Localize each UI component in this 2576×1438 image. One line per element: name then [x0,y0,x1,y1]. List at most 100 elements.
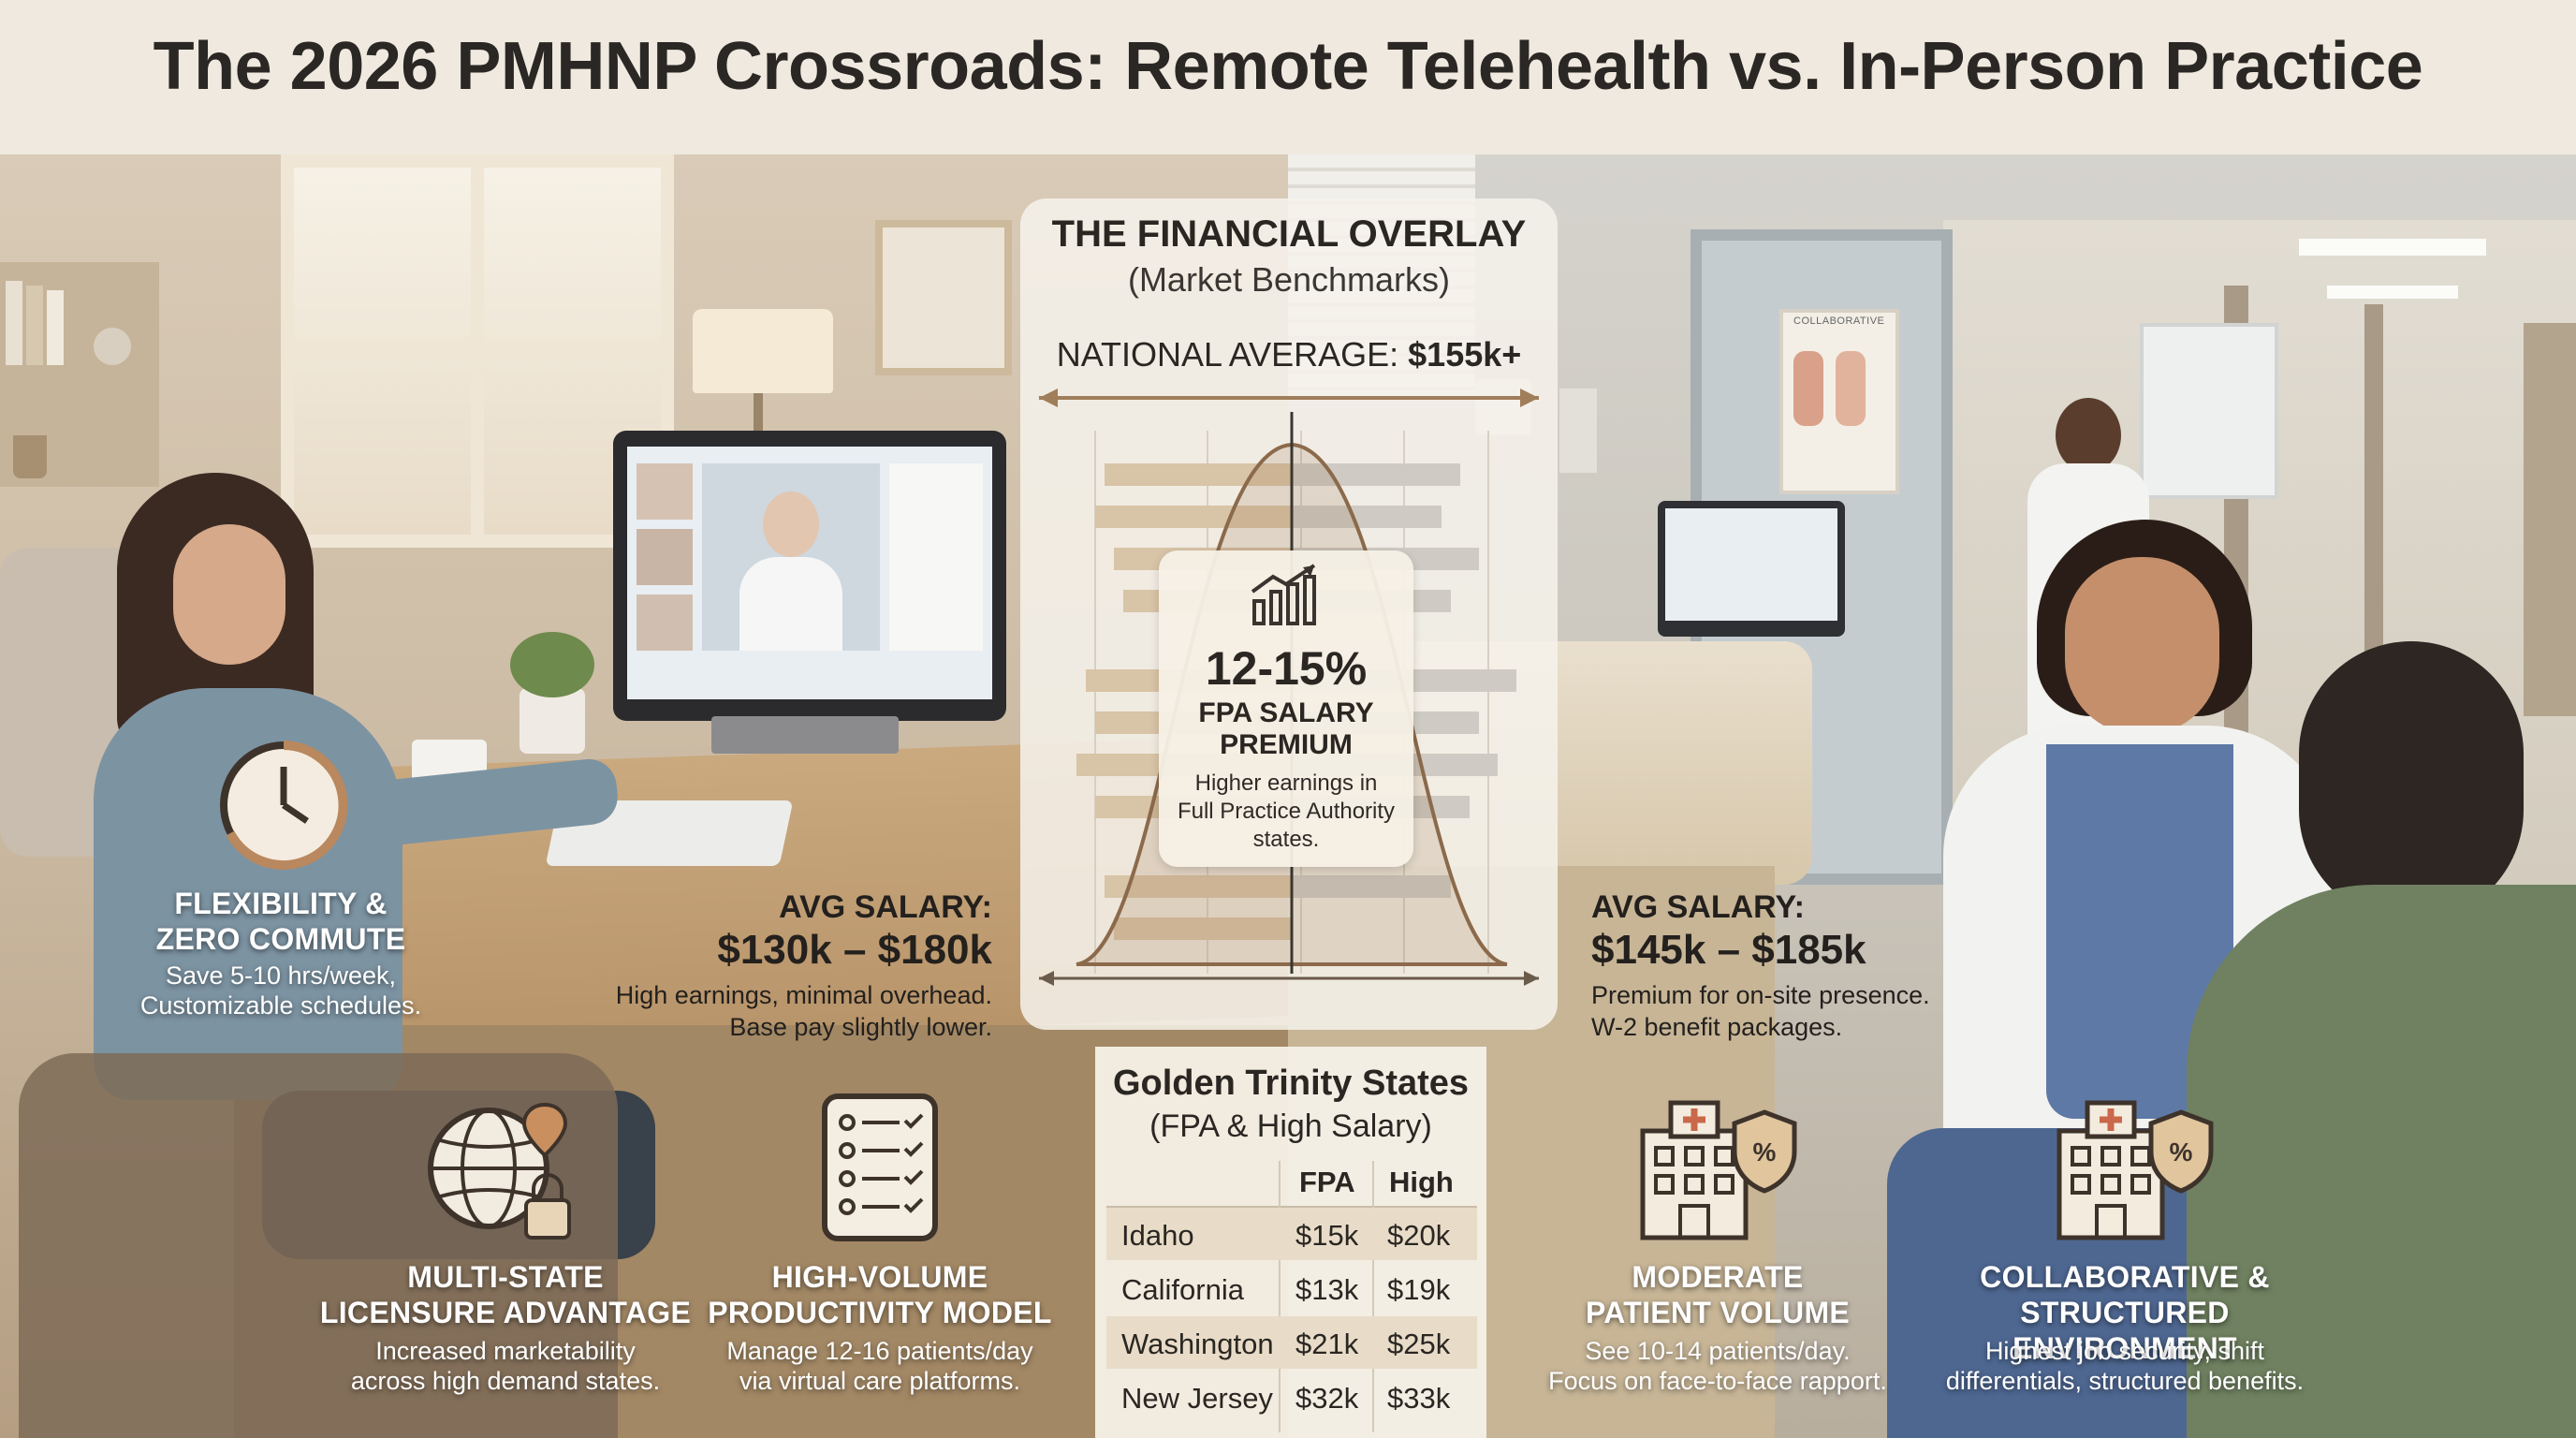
arrow-left-icon [1039,389,1058,407]
remote-salary-description: High earnings, minimal overhead. Base pa… [543,979,992,1043]
growth-chart-icon [1251,564,1316,625]
productivity-title-line2: PRODUCTIVITY MODEL [708,1296,1052,1329]
column-header-high: High [1389,1166,1454,1198]
productivity-desc-line1: Manage 12-16 patients/day [726,1337,1033,1365]
licensure-desc-line2: across high demand states. [350,1367,661,1395]
monitor-stand [711,716,899,754]
lamp-shade [693,309,833,393]
state-name: California [1121,1273,1244,1306]
column-header-fpa: FPA [1299,1166,1355,1198]
patient-volume-desc-line2: Focus on face-to-face rapport. [1548,1367,1887,1395]
fpa-premium-label-line2: PREMIUM [1220,729,1353,760]
svg-text:%: % [1753,1137,1777,1167]
patient-volume-desc-line1: See 10-14 patients/day. [1585,1337,1851,1365]
arrow-right-icon [1524,971,1539,986]
title-bar [0,0,2576,154]
licensure-title-line2: LICENSURE ADVANTAGE [319,1296,692,1329]
table-row: Washington $21k $25k [1106,1316,1477,1369]
productivity-title-line1: HIGH-VOLUME [771,1260,988,1294]
patient-volume-title-line1: MODERATE [1632,1260,1804,1294]
window-frame [281,342,674,355]
flexibility-title-line2: ZERO COMMUTE [155,922,406,956]
patient-volume-description: See 10-14 patients/day. Focus on face-to… [1526,1336,1910,1396]
plant [510,632,594,697]
table-row: California $13k $19k [1106,1262,1477,1314]
page-title: The 2026 PMHNP Crossroads: Remote Telehe… [153,29,2423,104]
state-name: Idaho [1121,1219,1194,1252]
medical-chart-poster [2140,323,2278,499]
table-row: New Jersey $32k $33k [1106,1371,1477,1423]
state-name: New Jersey [1121,1382,1273,1415]
remote-salary-desc-line1: High earnings, minimal overhead. [615,981,992,1009]
productivity-title: HIGH-VOLUME PRODUCTIVITY MODEL [702,1259,1058,1330]
nurse-head [2056,398,2121,473]
collaborative-desc-line1: Highest job security, shift [1984,1337,2265,1365]
collaborative-title-line1: COLLABORATIVE & [1980,1260,2270,1294]
financial-overlay-title: THE FINANCIAL OVERLAY [1051,213,1527,255]
state-high-value: $20k [1387,1219,1451,1252]
licensure-description: Increased marketability across high dema… [318,1336,693,1396]
golden-trinity-title: Golden Trinity States [1112,1064,1470,1103]
table-divider [1106,1206,1477,1208]
flexibility-title: FLEXIBILITY & ZERO COMMUTE [131,886,431,957]
collaborative-title: COLLABORATIVE & STRUCTURED ENVIRONMENT [1910,1259,2340,1366]
licensure-title-line1: MULTI-STATE [407,1260,604,1294]
patient-volume-title: MODERATE PATIENT VOLUME [1535,1259,1900,1330]
national-average-label: NATIONAL AVERAGE: [1056,335,1399,374]
patient-shirt [2187,885,2576,1438]
state-fpa-value: $15k [1295,1219,1359,1252]
fpa-premium-value: 12-15% [1205,642,1368,695]
wall-picture [875,220,1012,375]
in-person-salary-description: Premium for on-site presence. W-2 benefi… [1591,979,2041,1043]
fpa-premium-label: FPA SALARY PREMIUM [1159,697,1413,761]
flexibility-title-line1: FLEXIBILITY & [174,887,388,920]
in-person-salary-desc-line2: W-2 benefit packages. [1591,1013,1843,1041]
remote-salary-desc-line2: Base pay slightly lower. [729,1013,992,1041]
arrow-right-icon [1520,389,1539,407]
licensure-title: MULTI-STATE LICENSURE ADVANTAGE [318,1259,693,1330]
collaborative-desc-line2: differentials, structured benefits. [1945,1367,2305,1395]
clock-icon [220,741,348,870]
collaborative-description: Highest job security, shift differential… [1910,1336,2340,1396]
flexibility-description: Save 5-10 hrs/week, Customizable schedul… [122,961,440,1020]
state-high-value: $25k [1387,1328,1451,1360]
national-average-value: $155k+ [1408,335,1522,374]
table-row: Idaho $15k $20k [1106,1208,1477,1260]
arrow-left-icon [1039,971,1054,986]
state-name: Washington [1121,1328,1274,1360]
globe-lock-icon [428,1102,571,1240]
plant-pot [520,688,585,754]
collaborative-title-line2: STRUCTURED ENVIRONMENT [2012,1296,2237,1365]
productivity-desc-line2: via virtual care platforms. [739,1367,1021,1395]
in-person-salary-range: $145k – $185k [1591,927,1866,973]
fpa-premium-description: Higher earnings in Full Practice Authori… [1159,770,1413,854]
hospital-shield-icon: % [1640,1100,1797,1240]
anatomy-poster-label: COLLABORATIVE [1793,315,1885,327]
in-person-salary-label: AVG SALARY: [1591,889,1805,925]
state-fpa-value: $13k [1295,1273,1359,1306]
fpa-premium-desc-line3: states. [1252,827,1320,852]
patient-volume-title-line2: PATIENT VOLUME [1585,1296,1851,1329]
table-column-divider [1279,1161,1281,1432]
state-high-value: $33k [1387,1382,1451,1415]
flexibility-desc-line1: Save 5-10 hrs/week, [165,961,397,990]
table-column-divider [1372,1161,1374,1432]
fpa-premium-desc-line2: Full Practice Authority [1177,799,1396,824]
state-fpa-value: $32k [1295,1382,1359,1415]
patient-head [2299,641,2524,922]
state-high-value: $19k [1387,1273,1451,1306]
national-average: NATIONAL AVERAGE: $155k+ [1020,335,1558,374]
state-fpa-value: $21k [1295,1328,1359,1360]
licensure-desc-line1: Increased marketability [375,1337,636,1365]
productivity-description: Manage 12-16 patients/day via virtual ca… [702,1336,1058,1396]
fpa-premium-label-line1: FPA SALARY [1198,697,1374,728]
golden-trinity-subtitle: (FPA & High Salary) [1149,1108,1432,1144]
in-person-salary-desc-line1: Premium for on-site presence. [1591,981,1930,1009]
remote-salary-label: AVG SALARY: [779,889,992,925]
tablet-checklist-icon [822,1093,938,1241]
svg-text:%: % [2170,1137,2193,1167]
flexibility-desc-line2: Customizable schedules. [139,991,422,1020]
remote-salary-range: $130k – $180k [717,927,992,973]
financial-overlay-subtitle: (Market Benchmarks) [1127,260,1451,299]
woman-face [173,524,285,665]
